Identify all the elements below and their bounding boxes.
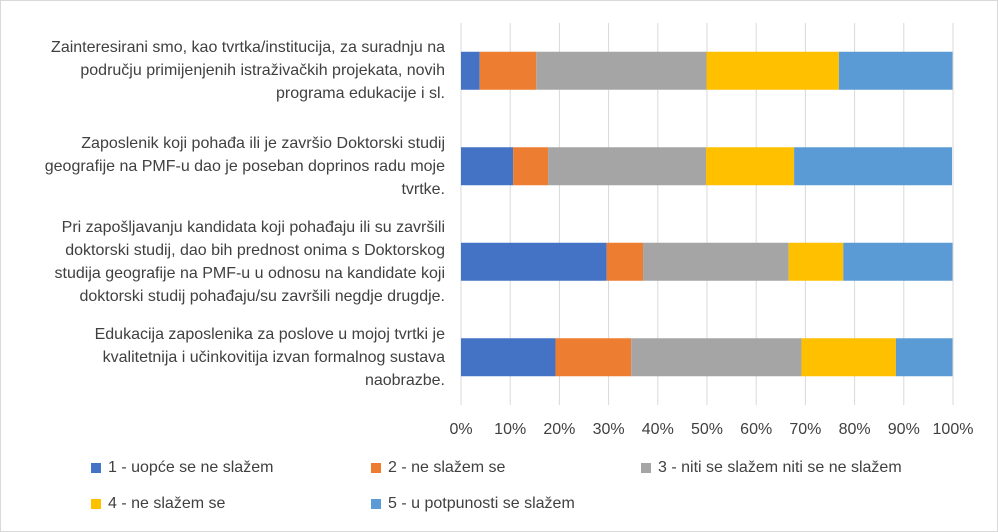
x-tick-label: 20% — [543, 421, 575, 438]
legend-swatch — [371, 499, 381, 509]
category-label: Pri zapošljavanju kandidata koji pohađaj… — [7, 216, 445, 308]
category-label: Edukacija zaposlenika za poslove u mojoj… — [7, 323, 445, 392]
legend-item: 4 - ne slažem se — [91, 495, 225, 513]
bar-segment — [548, 147, 707, 186]
bar-segment — [843, 242, 953, 281]
bar-segment — [788, 242, 844, 281]
category-label-line: programa edukacije i sl. — [276, 85, 445, 103]
category-label-line: doktorski studij pohađaju/su završili ne… — [79, 287, 445, 305]
bar-segment — [461, 242, 607, 281]
category-label-line: Zaposlenik koji pohađa ili je završio Do… — [81, 134, 445, 152]
bar-segment — [536, 51, 707, 90]
category-label-line: području primijenjenih istraživačkih pro… — [80, 62, 445, 80]
legend-item: 5 - u potpunosti se slažem — [371, 495, 575, 513]
bar-segment — [706, 147, 795, 186]
category-label-line: Edukacija zaposlenika za poslove u mojoj… — [94, 325, 445, 343]
category-label-line: Pri zapošljavanju kandidata koji pohađaj… — [61, 218, 445, 236]
legend-label: 3 - niti se slažem niti se ne slažem — [658, 459, 902, 476]
legend-label: 1 - uopće se ne slažem — [108, 459, 274, 476]
legend-label: 5 - u potpunosti se slažem — [388, 495, 575, 512]
legend-item: 2 - ne slažem se — [371, 459, 505, 477]
legend-item: 3 - niti se slažem niti se ne slažem — [641, 459, 902, 477]
x-tick-label: 70% — [789, 421, 821, 438]
bar-segment — [479, 51, 537, 90]
category-label: Zainteresirani smo, kao tvrtka/instituci… — [7, 36, 445, 105]
legend-swatch — [641, 463, 651, 473]
x-tick-label: 100% — [933, 421, 974, 438]
bar-group — [461, 242, 953, 281]
category-label-line: tvrtke. — [401, 180, 445, 198]
category-label-line: kvalitetnija i učinkovitija izvan formal… — [102, 348, 445, 366]
category-label-line: studija geografije na PMF-u u odnosu na … — [54, 264, 445, 282]
bar-segment — [555, 338, 632, 377]
legend-label: 4 - ne slažem se — [108, 495, 226, 512]
bar-group — [461, 51, 953, 90]
bar-segment — [706, 51, 839, 90]
bar-segment — [461, 51, 480, 90]
legend-item: 1 - uopće se ne slažem — [91, 459, 273, 477]
x-tick-label: 90% — [888, 421, 920, 438]
legend-swatch — [91, 499, 101, 509]
category-label-line: doktorski studij, dao bih prednost onima… — [65, 241, 445, 259]
bar-group — [461, 147, 953, 186]
category-label-line: geografije na PMF-u dao je poseban dopri… — [44, 157, 445, 175]
bar-segment — [895, 338, 953, 377]
bar-group — [461, 338, 953, 377]
x-tick-label: 0% — [449, 421, 472, 438]
x-tick-label: 10% — [494, 421, 526, 438]
x-tick-label: 80% — [839, 421, 871, 438]
bar-segment — [513, 147, 549, 186]
legend-swatch — [371, 463, 381, 473]
bar-segment — [643, 242, 789, 281]
x-tick-label: 60% — [740, 421, 772, 438]
category-label-line: Zainteresirani smo, kao tvrtka/instituci… — [51, 39, 445, 57]
x-tick-label: 30% — [593, 421, 625, 438]
legend-label: 2 - ne slažem se — [388, 459, 506, 476]
legend-swatch — [91, 463, 101, 473]
bar-segment — [461, 338, 556, 377]
x-tick-label: 50% — [691, 421, 723, 438]
bar-segment — [801, 338, 896, 377]
bar-segment — [631, 338, 802, 377]
bar-segment — [794, 147, 953, 186]
bar-segment — [606, 242, 644, 281]
category-label-line: naobrazbe. — [364, 371, 445, 389]
bar-segment — [838, 51, 953, 90]
category-label: Zaposlenik koji pohađa ili je završio Do… — [7, 132, 445, 201]
bar-segment — [461, 147, 514, 186]
x-tick-label: 40% — [642, 421, 674, 438]
